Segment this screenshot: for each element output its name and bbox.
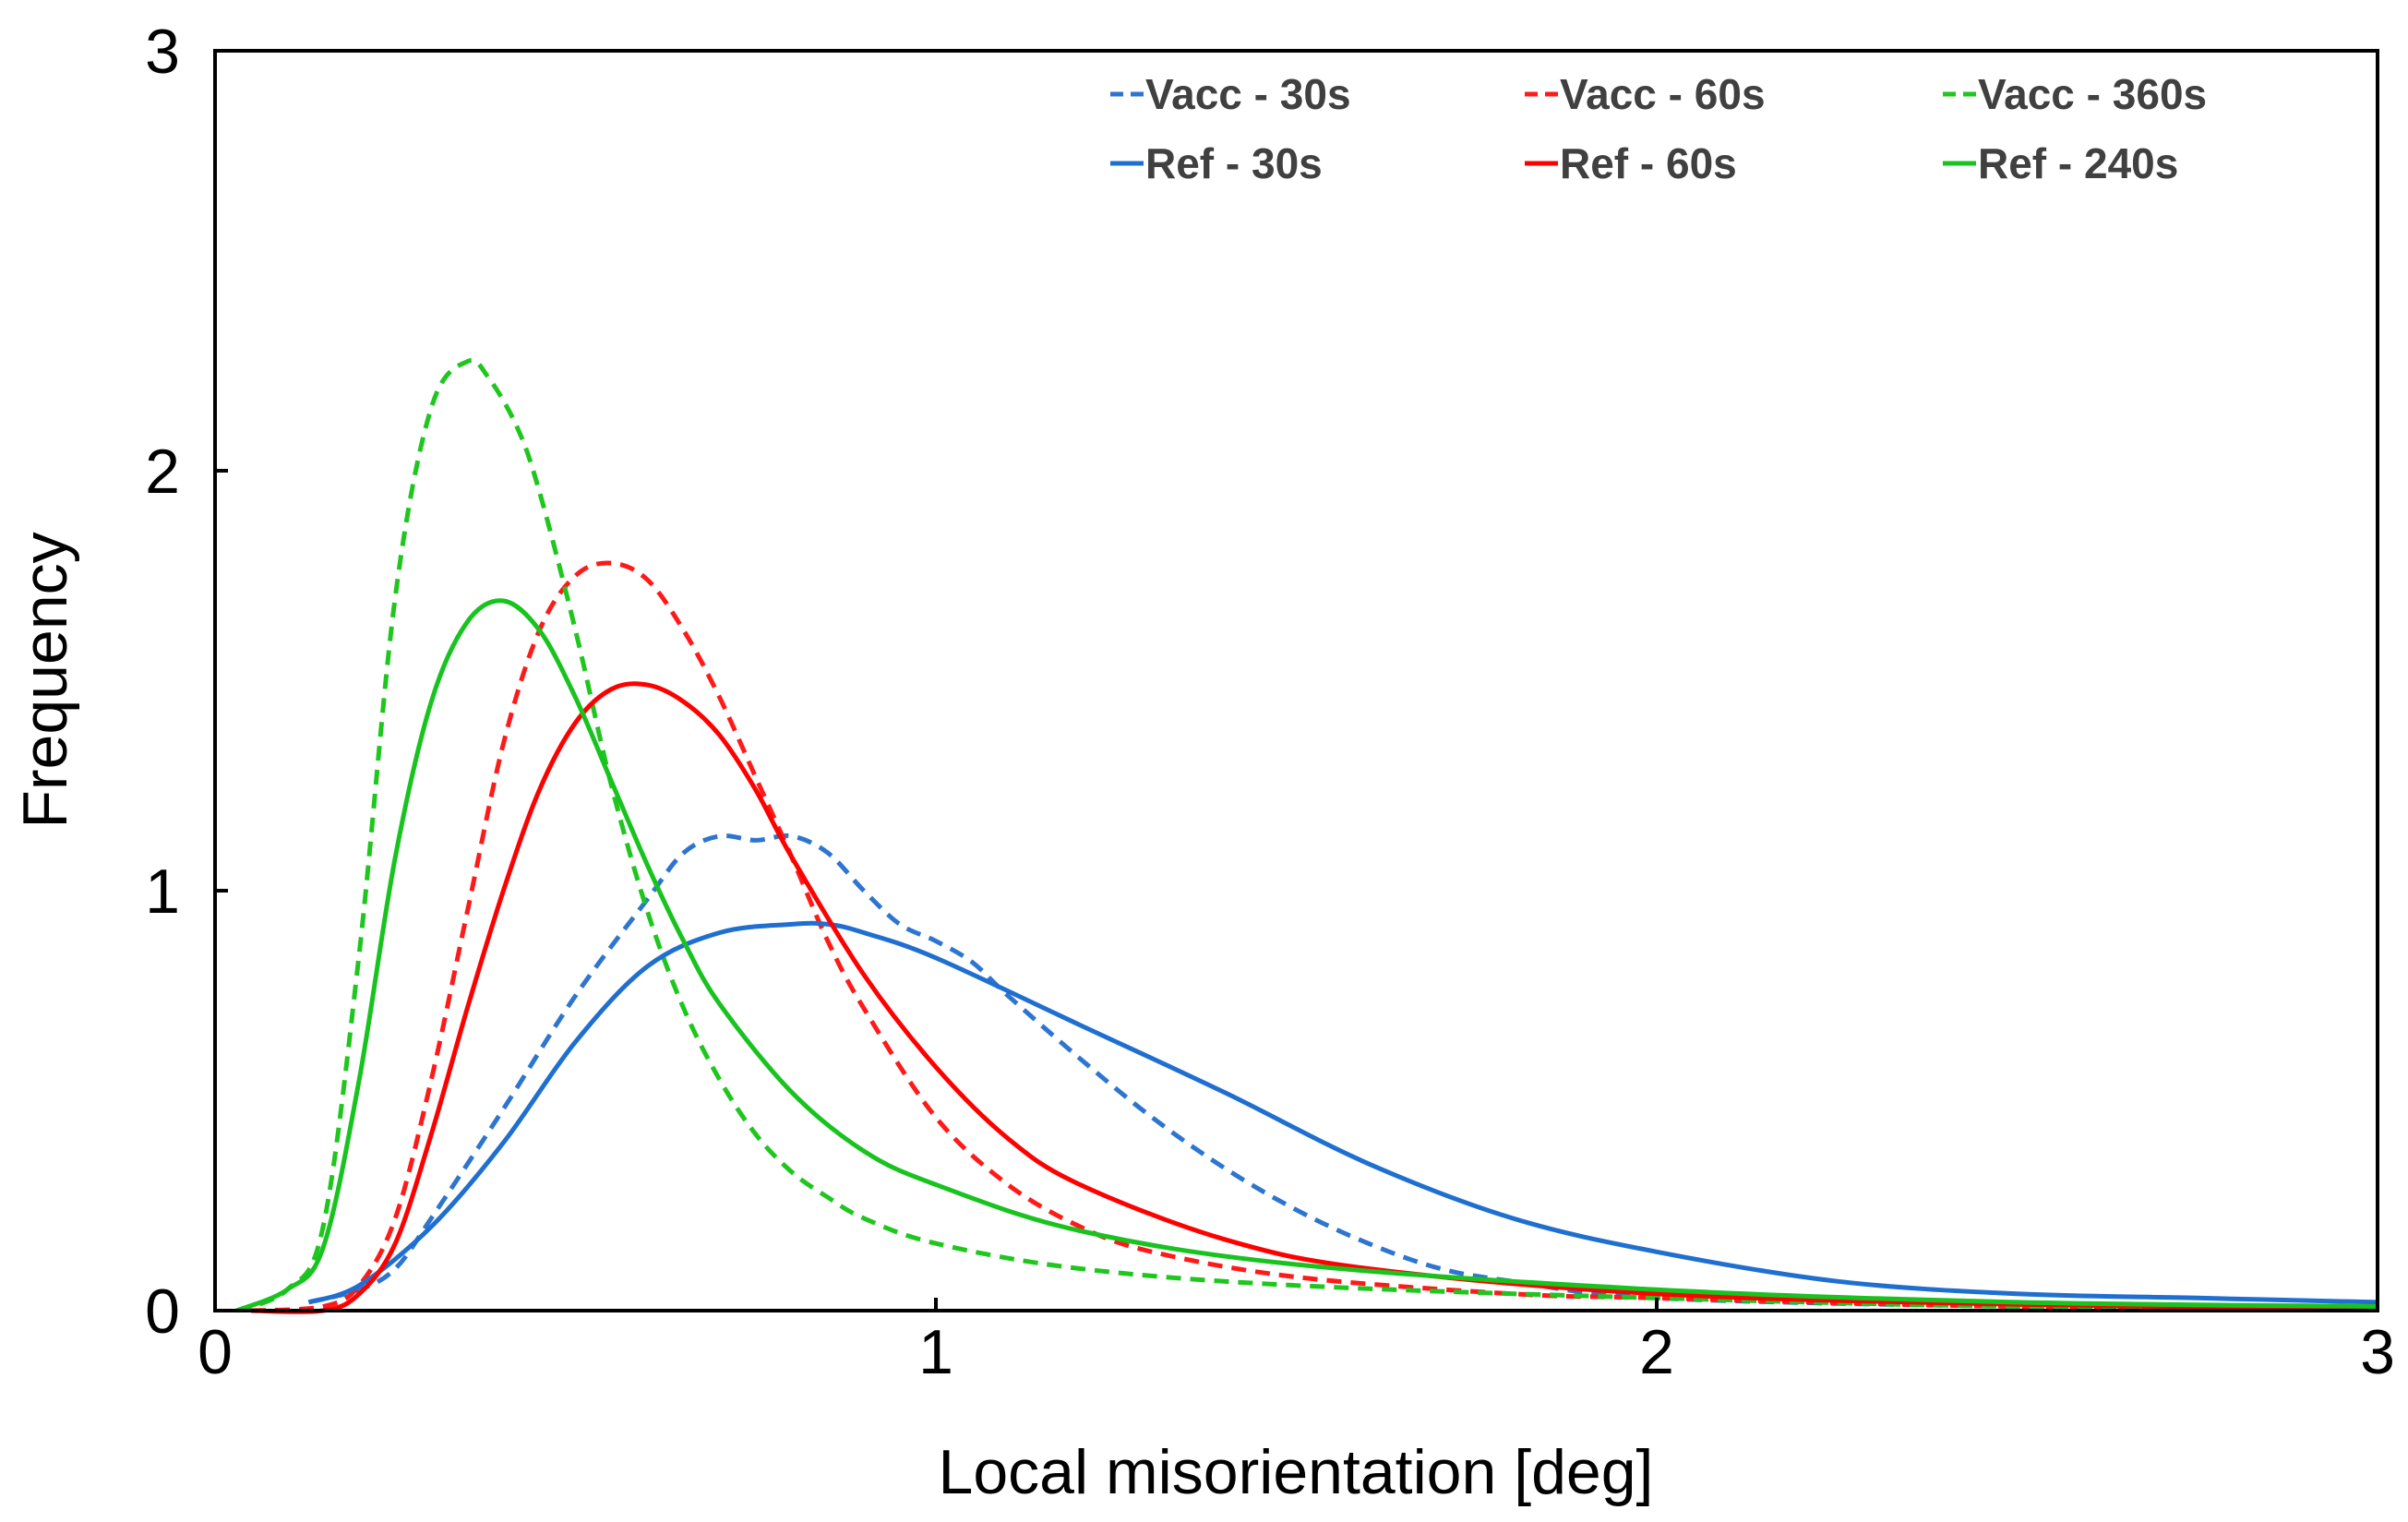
series-layer [235, 357, 2378, 1314]
legend-label: Ref - 30s [1145, 139, 1323, 187]
legend-item: Vacc - 60s [1525, 70, 1766, 118]
series-line-vacc-360s [235, 357, 2378, 1313]
legend-item: Ref - 60s [1525, 139, 1737, 187]
x-tick-label: 1 [918, 1317, 953, 1387]
x-axis-title: Local misorientation [deg] [939, 1437, 1654, 1507]
y-tick-label: 1 [145, 857, 180, 927]
legend-item: Ref - 30s [1110, 139, 1323, 187]
y-axis-title: Frequency [10, 532, 80, 828]
legend-label: Vacc - 360s [1978, 70, 2207, 118]
legend: Vacc - 30s Vacc - 60s Vacc - 360s Ref - 30s… [1110, 70, 2207, 187]
series-line-ref-60s [251, 681, 2378, 1314]
y-tick-label: 2 [145, 437, 180, 507]
legend-label: Vacc - 30s [1145, 70, 1351, 118]
x-tick-label: 2 [1639, 1317, 1674, 1387]
x-tick-label: 3 [2360, 1317, 2395, 1387]
y-tick-label: 0 [145, 1276, 180, 1347]
tick-layer: 0 1 2 3 0 1 2 3 [145, 17, 2395, 1387]
plot-area-frame [213, 49, 2379, 1312]
x-tick-label: 0 [198, 1317, 233, 1387]
y-tick-label: 3 [145, 17, 180, 87]
legend-item: Vacc - 360s [1943, 70, 2207, 118]
legend-label: Vacc - 60s [1560, 70, 1766, 118]
legend-item: Vacc - 30s [1110, 70, 1351, 118]
legend-label: Ref - 60s [1560, 139, 1737, 187]
legend-label: Ref - 240s [1978, 139, 2178, 187]
series-line-ref-240s [235, 598, 2378, 1313]
series-line-ref-30s [307, 920, 2378, 1305]
legend-item: Ref - 240s [1943, 139, 2178, 187]
